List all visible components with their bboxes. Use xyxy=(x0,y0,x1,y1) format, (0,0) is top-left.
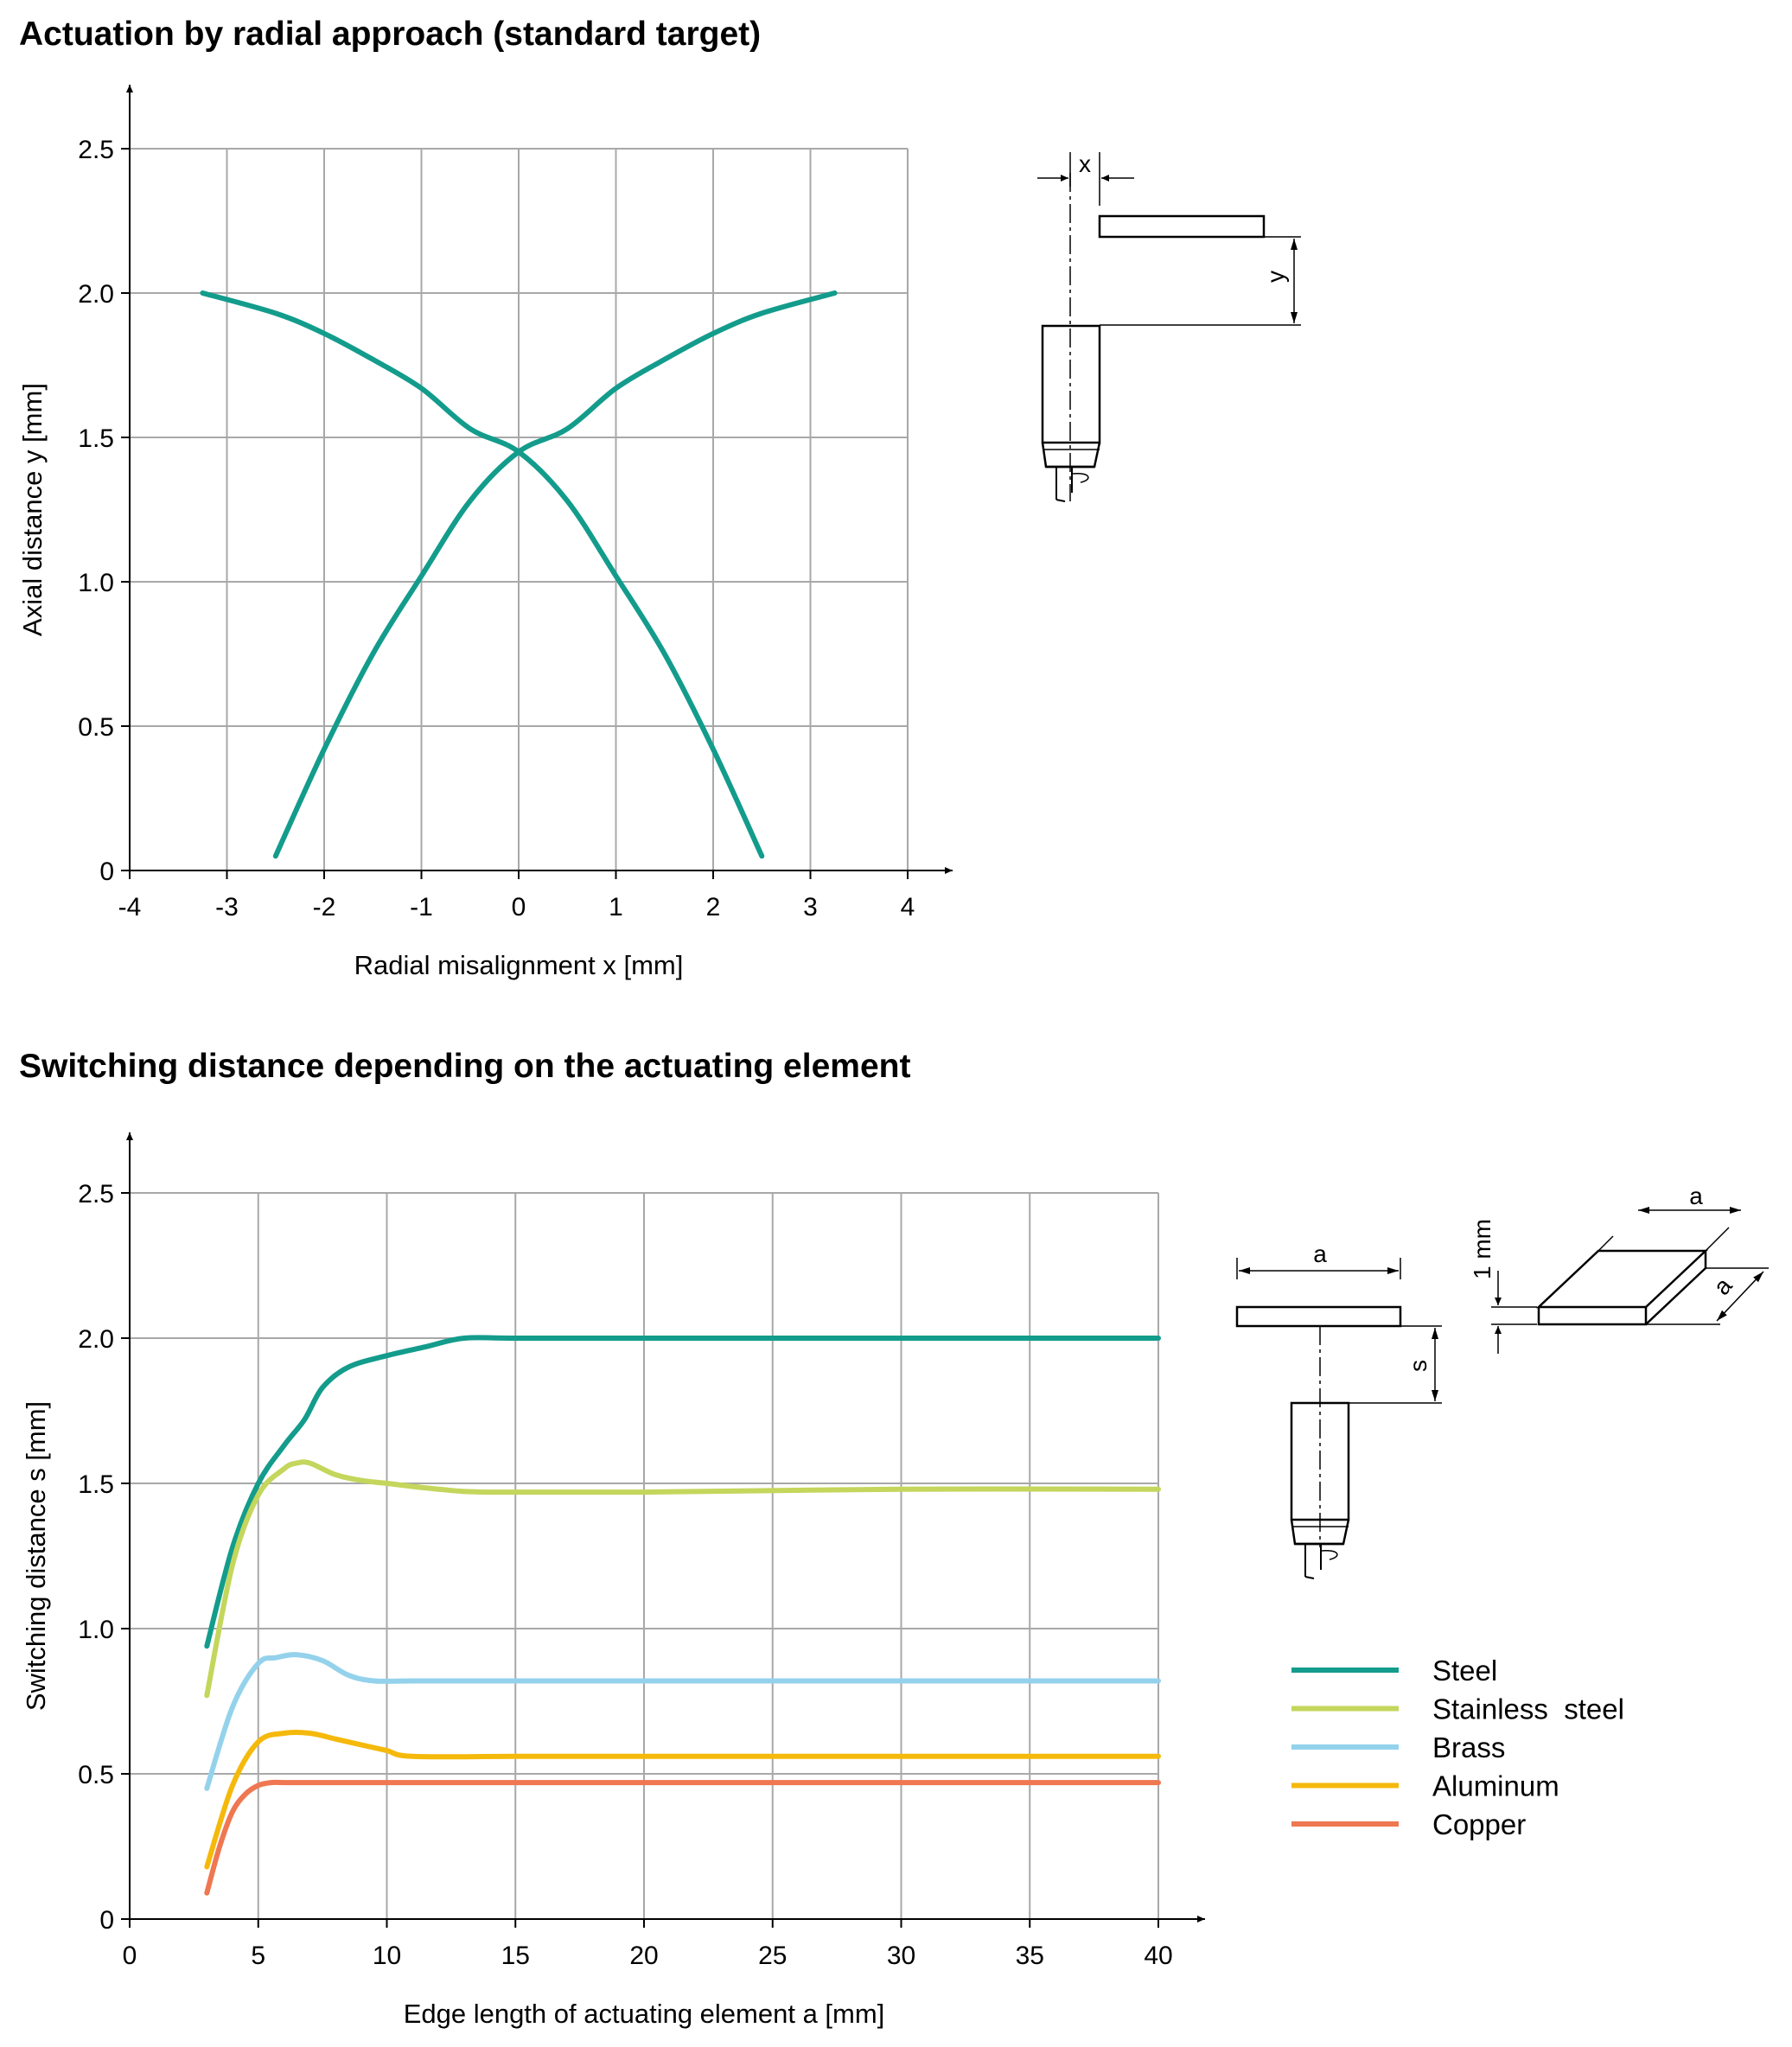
chart2-x-tick-label: 30 xyxy=(887,1942,915,1970)
chart2-series-line-steel xyxy=(204,1335,1161,1649)
chart1-series-line-1 xyxy=(200,290,765,859)
chart2-series-line-brass xyxy=(204,1652,1161,1791)
chart2-x-axis-label: Edge length of actuating element a [mm] xyxy=(404,1999,885,2029)
chart1-x-tick-label: 3 xyxy=(803,893,818,921)
chart2-x-tick-label: 10 xyxy=(373,1942,401,1970)
diagram-thickness-label: 1 mm xyxy=(1469,1219,1495,1279)
chart2-series-line-copper xyxy=(204,1779,1161,1896)
chart2: 0 5 10 15 20 25 30 35 40 0 0.5 1.0 1.5 2.0 2.5 Edge len… xyxy=(21,1132,1205,2029)
chart2-y-tick-label: 1.0 xyxy=(78,1616,114,1644)
legend-label: Steel xyxy=(1432,1655,1497,1687)
chart1-x-tick-label: 2 xyxy=(706,893,721,921)
chart1-x-tick-label: 4 xyxy=(901,893,915,921)
chart2-y-tick-label: 0 xyxy=(99,1906,114,1935)
target-plate-3d-top xyxy=(1535,1249,1709,1309)
chart1-x-tick-label: 1 xyxy=(609,893,623,921)
chart1-y-tick-label: 1.0 xyxy=(78,569,114,597)
legend: Steel Stainless steel Brass Aluminum Copper xyxy=(1291,1655,1624,1840)
chart1-y-tick-label: 1.5 xyxy=(78,424,114,453)
sensor-body xyxy=(1041,324,1101,444)
target-plate xyxy=(1098,214,1266,239)
legend-label: Aluminum xyxy=(1432,1770,1559,1802)
chart2-y-tick-label: 2.5 xyxy=(78,1180,114,1208)
legend-label: Copper xyxy=(1432,1808,1526,1840)
chart1-x-tick-label: -3 xyxy=(215,893,239,921)
diagram-actuating-element: a s xyxy=(1235,1183,1769,1579)
diagram-a-label-front: a xyxy=(1313,1240,1327,1267)
diagram-radial-approach: x y xyxy=(1037,150,1301,502)
chart2-x-tick-label: 40 xyxy=(1144,1942,1172,1970)
chart2-x-tick-label: 25 xyxy=(758,1942,787,1970)
chart2-x-tick-label: 0 xyxy=(123,1942,137,1970)
chart2-x-tick-label: 20 xyxy=(629,1942,658,1970)
sensor-body-2 xyxy=(1290,1401,1350,1521)
chart2-y-axis-label: Switching distance s [mm] xyxy=(21,1401,51,1711)
chart2-y-tick-label: 1.5 xyxy=(78,1470,114,1499)
diagram-y-label: y xyxy=(1262,271,1289,283)
chart2-y-tick-label: 2.0 xyxy=(78,1325,114,1354)
chart2-series-line-stainless-steel xyxy=(204,1459,1161,1699)
chart1-y-tick-label: 0.5 xyxy=(78,713,114,742)
chart1-x-axis-label: Radial misalignment x [mm] xyxy=(354,950,684,980)
chart2-series-line-aluminum xyxy=(204,1729,1161,1870)
chart1-x-tick-label: 0 xyxy=(512,893,526,921)
chart2-y-tick-label: 0.5 xyxy=(78,1761,114,1789)
chart1-title: Actuation by radial approach (standard t… xyxy=(19,16,762,53)
target-square-side xyxy=(1235,1305,1402,1328)
legend-label: Stainless steel xyxy=(1432,1693,1624,1725)
diagram-x-label: x xyxy=(1079,150,1091,177)
chart1-y-axis-label: Axial distance y [mm] xyxy=(17,383,48,636)
chart2-x-tick-label: 15 xyxy=(501,1942,530,1970)
diagram-a-label-depth: a xyxy=(1708,1272,1738,1300)
chart2-title: Switching distance depending on the actu… xyxy=(19,1048,911,1085)
chart1-y-tick-label: 2.5 xyxy=(78,136,114,164)
chart2-x-tick-label: 35 xyxy=(1016,1942,1044,1970)
diagram-s-label: s xyxy=(1405,1360,1432,1372)
chart1-series-line-2 xyxy=(272,290,838,859)
chart2-x-tick-label: 5 xyxy=(251,1942,265,1970)
diagram-a-label-top: a xyxy=(1689,1183,1703,1209)
legend-label: Brass xyxy=(1432,1731,1505,1763)
chart1-x-tick-label: -4 xyxy=(118,893,142,921)
chart1-y-tick-label: 0 xyxy=(99,858,114,886)
chart1-x-tick-label: -2 xyxy=(313,893,336,921)
dimension-a-depth xyxy=(1716,1271,1764,1322)
chart1-y-tick-label: 2.0 xyxy=(78,280,114,309)
chart1-x-tick-label: -1 xyxy=(410,893,433,921)
chart1: -4 -3 -2 -1 0 1 2 3 4 0 0.5 1.0 1.5 2.0 2.5 Radial misa… xyxy=(17,85,953,980)
